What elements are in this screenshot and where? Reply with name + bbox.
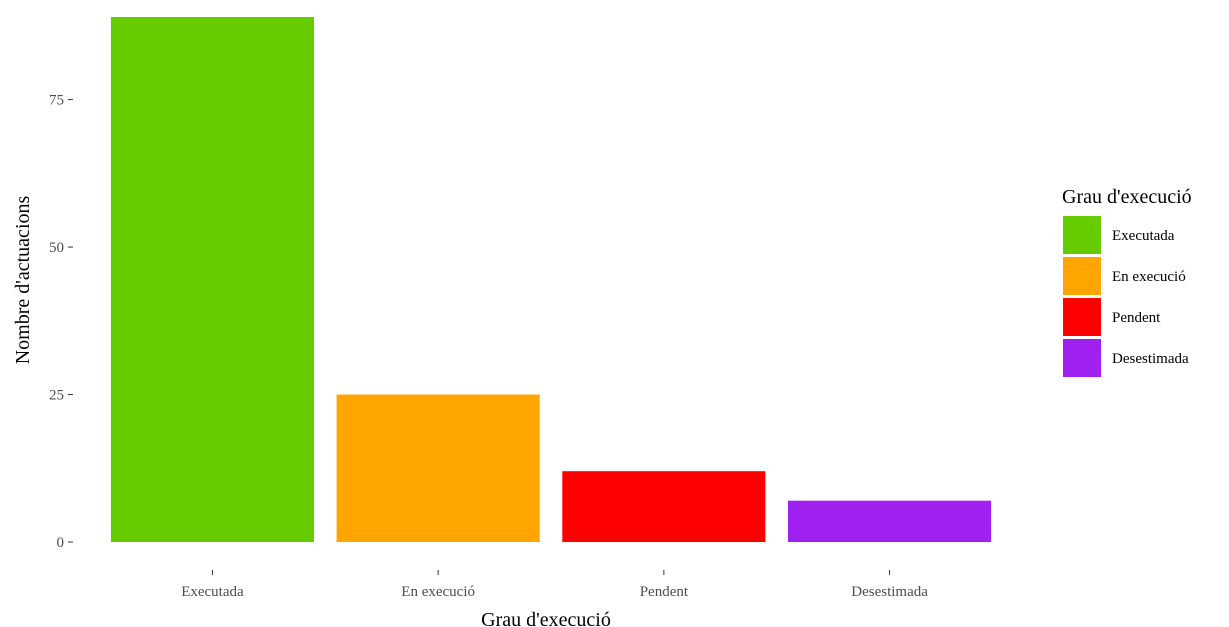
- bar-0: [110, 17, 315, 542]
- bars-group: [110, 17, 992, 542]
- y-axis-title: Nombre d'actuacions: [12, 196, 34, 365]
- x-axis-title: Grau d'execució: [481, 609, 611, 627]
- legend-key-3: [1063, 339, 1101, 377]
- x-tick-label-0: Executada: [181, 584, 244, 600]
- legend-label-2: Pendent: [1112, 310, 1161, 326]
- bar-3: [788, 500, 992, 542]
- legend-key-0: [1063, 216, 1101, 254]
- legend-title: Grau d'execució: [1062, 186, 1192, 208]
- legend: Grau d'execució Executada En execució Pend…: [1062, 186, 1192, 377]
- y-tick-label-0: 0: [57, 535, 65, 551]
- x-tick-label-1: En execució: [401, 584, 475, 600]
- legend-key-1: [1063, 257, 1101, 295]
- x-tick-label-2: Pendent: [640, 584, 689, 600]
- legend-label-3: Desestimada: [1112, 351, 1189, 367]
- x-axis: Executada En execució Pendent Desestimada: [181, 570, 928, 600]
- y-tick-label-2: 50: [49, 240, 64, 256]
- bar-2: [562, 471, 766, 542]
- legend-key-2: [1063, 298, 1101, 336]
- legend-label-0: Executada: [1112, 228, 1175, 244]
- x-tick-label-3: Desestimada: [851, 584, 928, 600]
- y-axis: 0 25 50 75: [49, 93, 73, 551]
- legend-label-1: En execució: [1112, 269, 1186, 285]
- y-tick-label-1: 25: [49, 388, 64, 404]
- y-tick-label-3: 75: [49, 93, 64, 109]
- bar-1: [336, 394, 540, 542]
